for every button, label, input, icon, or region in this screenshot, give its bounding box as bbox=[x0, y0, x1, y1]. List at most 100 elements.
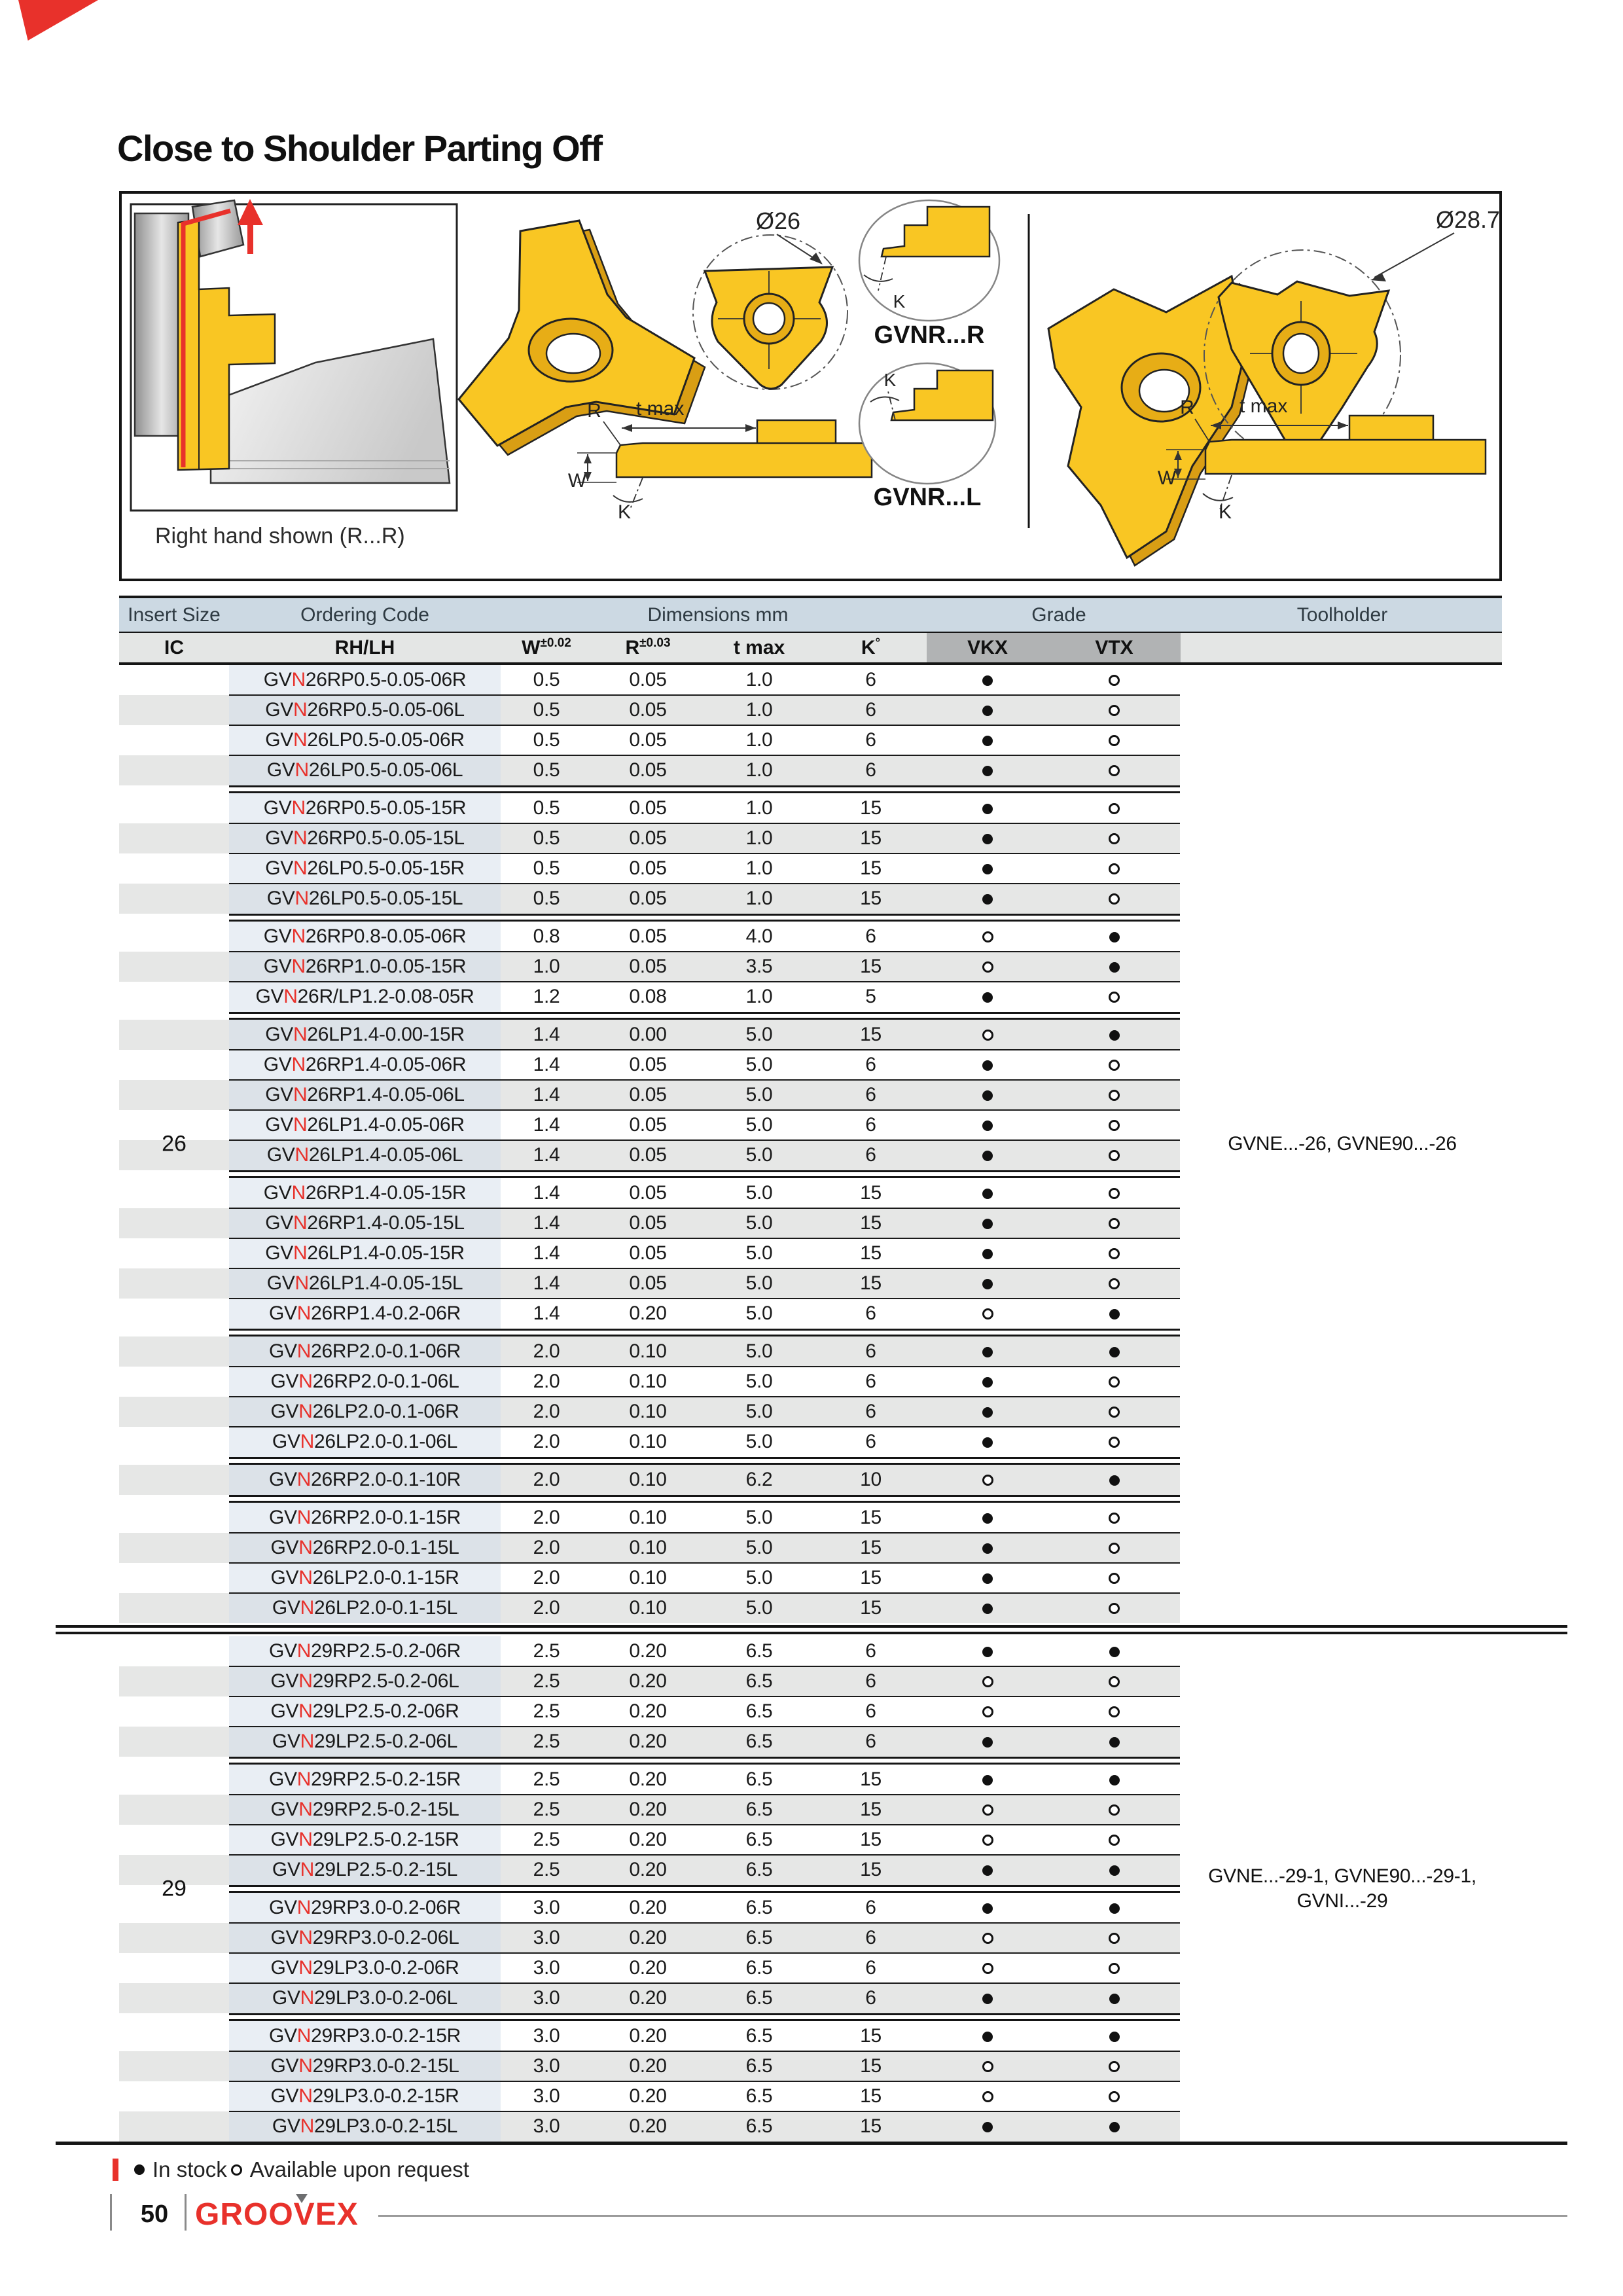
table-row: GVN26LP1.4-0.00-15R 1.4 0.00 5.0 15 bbox=[119, 1020, 1180, 1050]
vkx-grade bbox=[927, 1897, 1048, 1919]
vtx-grade bbox=[1048, 2055, 1180, 2077]
table-row: GVN29RP2.5-0.2-15L 2.5 0.20 6.5 15 bbox=[119, 1794, 1180, 1825]
r-value: 0.20 bbox=[629, 2115, 667, 2137]
tmax-value: 1.0 bbox=[745, 857, 773, 879]
vkx-grade bbox=[927, 1700, 1048, 1723]
ordering-code-cell: GVN26RP2.0-0.1-15L bbox=[229, 1533, 501, 1563]
ordering-code-cell: GVN26RP0.5-0.05-15R bbox=[229, 793, 501, 823]
on-request-dot bbox=[1109, 705, 1120, 716]
k-value: 6 bbox=[865, 1114, 876, 1136]
r-value: 0.05 bbox=[629, 1114, 667, 1136]
tmax-value: 5.0 bbox=[745, 1024, 773, 1045]
r-value: 0.05 bbox=[629, 797, 667, 819]
in-stock-dot bbox=[982, 1994, 993, 2004]
r-value: 0.20 bbox=[629, 1927, 667, 1948]
vkx-grade bbox=[927, 2115, 1048, 2138]
vtx-grade bbox=[1048, 1768, 1180, 1791]
vtx-grade bbox=[1048, 729, 1180, 751]
group-separator bbox=[229, 914, 1180, 922]
table-row: GVN26RP1.4-0.05-06R 1.4 0.05 5.0 6 bbox=[119, 1049, 1180, 1080]
vtx-grade bbox=[1048, 1431, 1180, 1453]
ordering-code-cell: GVN26RP0.8-0.05-06R bbox=[229, 922, 501, 952]
r-value: 0.20 bbox=[629, 1829, 667, 1850]
vtx-grade bbox=[1048, 1340, 1180, 1363]
ordering-code-cell: GVN26LP2.0-0.1-06R bbox=[229, 1397, 501, 1427]
w-value: 2.5 bbox=[533, 1640, 560, 1662]
ordering-code-cell: GVN29RP2.5-0.2-06R bbox=[229, 1636, 501, 1666]
r-value: 0.20 bbox=[629, 1640, 667, 1662]
in-stock-dot bbox=[982, 1407, 993, 1418]
w-value: 2.0 bbox=[533, 1597, 560, 1619]
ordering-code-cell: GVN29RP2.5-0.2-15L bbox=[229, 1795, 501, 1825]
w-value: 1.4 bbox=[533, 1114, 560, 1136]
svg-text:K: K bbox=[893, 291, 906, 312]
vtx-grade bbox=[1048, 699, 1180, 721]
table-row: GVN29LP2.5-0.2-06R 2.5 0.20 6.5 6 bbox=[119, 1696, 1180, 1727]
vtx-grade bbox=[1048, 1987, 1180, 2009]
vkx-grade bbox=[927, 1927, 1048, 1949]
vtx-grade bbox=[1048, 1272, 1180, 1295]
k-value: 15 bbox=[860, 1859, 882, 1880]
in-stock-dot bbox=[1109, 1347, 1120, 1357]
insert-size-label: 29 bbox=[162, 1876, 187, 1901]
k-value: 15 bbox=[860, 1212, 882, 1234]
vkx-grade bbox=[927, 1768, 1048, 1791]
vtx-grade bbox=[1048, 1897, 1180, 1919]
vkx-grade bbox=[927, 888, 1048, 910]
in-stock-dot bbox=[982, 1377, 993, 1388]
stock-legend: In stock Available upon request bbox=[113, 2157, 469, 2182]
table-row: GVN26LP1.4-0.05-06L 1.4 0.05 5.0 6 bbox=[119, 1139, 1180, 1170]
table-row: GVN26RP1.4-0.05-06L 1.4 0.05 5.0 6 bbox=[119, 1079, 1180, 1110]
vkx-grade bbox=[927, 1401, 1048, 1423]
table-row: GVN29LP3.0-0.2-06L 3.0 0.20 6.5 6 bbox=[119, 1982, 1180, 2013]
svg-text:t max: t max bbox=[1240, 395, 1287, 417]
r-value: 0.00 bbox=[629, 1024, 667, 1045]
on-request-dot bbox=[1109, 765, 1120, 776]
ordering-code-cell: GVN26LP0.5-0.05-15R bbox=[229, 853, 501, 884]
in-stock-dot bbox=[982, 1573, 993, 1584]
grade-columns-block bbox=[927, 633, 1181, 662]
ordering-code-cell: GVN29LP3.0-0.2-15R bbox=[229, 2081, 501, 2111]
vtx-grade bbox=[1048, 1212, 1180, 1234]
vkx-grade bbox=[927, 1084, 1048, 1106]
brand-logo-triangle-icon bbox=[296, 2194, 308, 2203]
gvnr-l-label: GVNR...L bbox=[874, 484, 982, 511]
group-separator bbox=[229, 2013, 1180, 2021]
w-value: 3.0 bbox=[533, 1987, 560, 2009]
vkx-grade bbox=[927, 669, 1048, 691]
w-value: 0.8 bbox=[533, 925, 560, 947]
k-value: 15 bbox=[860, 1024, 882, 1045]
ordering-code-cell: GVN26RP2.0-0.1-10R bbox=[229, 1465, 501, 1495]
on-request-dot bbox=[982, 1835, 993, 1846]
table-row: GVN29RP3.0-0.2-15R 3.0 0.20 6.5 15 bbox=[119, 2021, 1180, 2051]
figure-box: Right hand shown (R...R) Ø26 R t max bbox=[119, 191, 1502, 581]
table-row: GVN26RP2.0-0.1-06R 2.0 0.10 5.0 6 bbox=[119, 1336, 1180, 1367]
w-value: 2.0 bbox=[533, 1340, 560, 1362]
vtx-grade bbox=[1048, 925, 1180, 948]
ordering-code-cell: GVN26RP1.4-0.05-15R bbox=[229, 1178, 501, 1208]
on-request-dot bbox=[982, 1706, 993, 1717]
on-request-dot bbox=[1109, 893, 1120, 905]
k-value: 6 bbox=[865, 1302, 876, 1324]
vtx-grade bbox=[1048, 1640, 1180, 1662]
vtx-grade bbox=[1048, 1182, 1180, 1204]
vtx-grade bbox=[1048, 1859, 1180, 1881]
tmax-value: 6.5 bbox=[745, 1799, 773, 1820]
vtx-grade bbox=[1048, 956, 1180, 978]
ordering-code-cell: GVN29RP3.0-0.2-06R bbox=[229, 1893, 501, 1923]
in-stock-dot bbox=[982, 1279, 993, 1289]
group-separator bbox=[229, 1012, 1180, 1020]
vtx-grade bbox=[1048, 1054, 1180, 1076]
tmax-value: 6.5 bbox=[745, 2085, 773, 2107]
header-tmax: t max bbox=[733, 636, 785, 658]
on-request-dot bbox=[982, 2061, 993, 2072]
svg-text:W: W bbox=[1158, 467, 1177, 489]
figure-illustration: Right hand shown (R...R) Ø26 R t max bbox=[119, 191, 1502, 581]
header-w: W±0.02 bbox=[522, 636, 571, 658]
k-value: 6 bbox=[865, 1987, 876, 2009]
on-request-dot bbox=[1109, 803, 1120, 814]
vkx-grade bbox=[927, 1640, 1048, 1662]
ordering-code-cell: GVN26RP1.4-0.05-15L bbox=[229, 1208, 501, 1238]
on-request-dot bbox=[1109, 2061, 1120, 2072]
w-value: 2.0 bbox=[533, 1401, 560, 1422]
